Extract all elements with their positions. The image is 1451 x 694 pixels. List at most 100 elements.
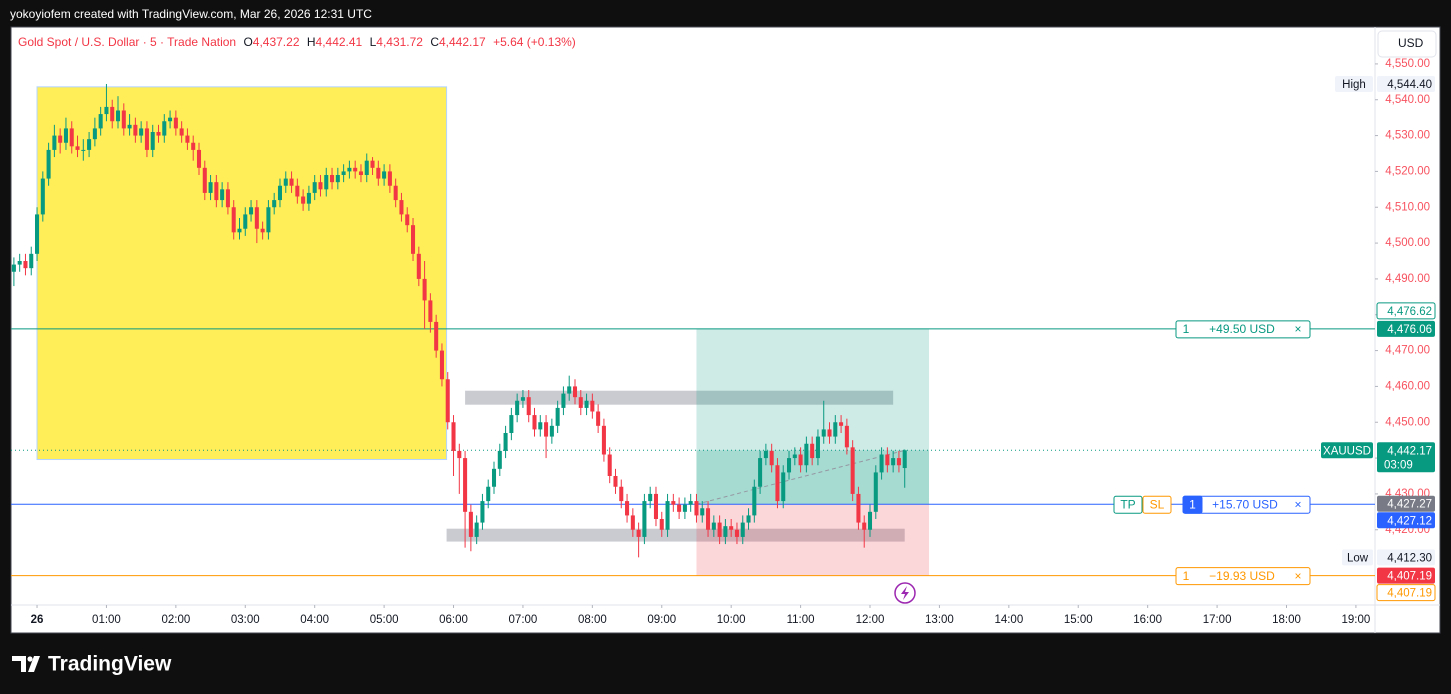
- candle-body: [642, 501, 647, 537]
- entry-close[interactable]: ×: [1294, 497, 1301, 511]
- candle-body: [318, 182, 323, 190]
- candle-body: [619, 486, 624, 502]
- y-tick-label: 4,450.00: [1385, 416, 1430, 428]
- position-progress: [696, 449, 905, 505]
- candle-body: [312, 182, 317, 193]
- legend-change: +5.64 (+0.13%): [493, 35, 576, 49]
- candle-body: [572, 386, 578, 398]
- candle-body: [445, 379, 450, 423]
- candle-body: [769, 450, 774, 466]
- candle-body: [295, 185, 300, 197]
- x-tick-label: 14:00: [994, 614, 1023, 626]
- candle-body: [723, 526, 728, 537]
- candle-body: [729, 526, 734, 530]
- currency[interactable]: USD: [1398, 36, 1424, 50]
- y-tick-label: 4,470.00: [1385, 345, 1430, 357]
- candle-body: [110, 106, 115, 122]
- candle-body: [98, 114, 103, 129]
- price-badge-label: 4,476.62: [1387, 306, 1432, 318]
- candle-body: [428, 300, 433, 322]
- price-badge-label: 4,544.40: [1387, 79, 1432, 91]
- x-tick-label: 26: [31, 614, 44, 626]
- candle-body: [885, 454, 890, 466]
- candle-body: [497, 450, 502, 469]
- candle-body: [584, 400, 589, 408]
- candle-body: [856, 493, 861, 523]
- candle-body: [29, 253, 34, 269]
- candle-body: [121, 110, 126, 129]
- candle-body: [387, 171, 392, 186]
- y-tick-label: 4,500.00: [1385, 237, 1430, 249]
- badge-name-box: [1335, 75, 1373, 92]
- sl-box: [1142, 495, 1172, 514]
- candle-body: [862, 522, 867, 530]
- candle-body: [798, 454, 803, 466]
- candle-body: [758, 458, 763, 487]
- candle-body: [306, 192, 311, 204]
- logo-text: TradingView: [48, 653, 172, 676]
- candle-body: [873, 472, 878, 512]
- candle-body: [179, 128, 184, 136]
- candle-body: [411, 225, 416, 254]
- entry-pnl: +15.70 USD: [1212, 497, 1278, 511]
- price-badge-label: 4,442.17: [1387, 445, 1432, 457]
- price-badge: [1377, 320, 1435, 337]
- candle-body: [555, 407, 560, 426]
- candle-body: [625, 501, 630, 516]
- candle-body: [804, 443, 809, 466]
- candle-body: [58, 135, 63, 143]
- x-tick-label: 10:00: [717, 614, 746, 626]
- candle-body: [283, 178, 288, 186]
- header-text: yokoyiofem created with TradingView.com,…: [10, 7, 372, 21]
- candle-body: [266, 207, 271, 233]
- entry-qty: 1: [1189, 497, 1196, 511]
- target-zone: [696, 328, 930, 505]
- x-tick-label: 07:00: [509, 614, 538, 626]
- x-tick-label: 13:00: [925, 614, 954, 626]
- candle-body: [867, 511, 873, 530]
- stop_label-close[interactable]: ×: [1294, 569, 1301, 583]
- legend-value: 4,431.72: [376, 35, 423, 49]
- currency-button[interactable]: [1377, 30, 1437, 58]
- candle-body: [289, 178, 294, 186]
- price-badge: [1377, 442, 1435, 473]
- candle-body: [272, 200, 277, 208]
- candle-body: [162, 121, 167, 136]
- candle-body: [254, 207, 259, 229]
- lightning-icon[interactable]: [894, 582, 916, 604]
- candle-body: [40, 178, 45, 215]
- candle-body: [191, 142, 196, 150]
- legend: Gold Spot / U.S. Dollar · 5 · Trade Nati…: [18, 35, 576, 49]
- candle-body: [590, 400, 595, 412]
- candle-body: [358, 171, 363, 175]
- candle-body: [341, 171, 346, 175]
- candle-body: [775, 465, 780, 502]
- candle-body: [902, 450, 907, 469]
- candle-body: [202, 167, 207, 193]
- candle-body: [601, 425, 606, 455]
- sl: SL: [1150, 497, 1165, 511]
- target_label-close[interactable]: ×: [1294, 322, 1301, 336]
- candle-body: [150, 131, 155, 150]
- profit-zone: [696, 450, 930, 505]
- candle-body: [173, 117, 178, 129]
- candle-body: [815, 436, 820, 459]
- target_label-pnl: +49.50 USD: [1209, 322, 1275, 336]
- candle-body: [92, 128, 97, 140]
- candle-body: [671, 501, 676, 505]
- candle-body: [75, 146, 80, 150]
- legend-key: L: [370, 35, 377, 49]
- candle-body: [382, 171, 387, 179]
- candle-body: [665, 501, 670, 530]
- zone: [465, 390, 894, 405]
- x-tick-label: 05:00: [370, 614, 399, 626]
- plot: 26 01:00 02:00 03:00 04:00 05:00 06:00 07:00 08:…: [11, 58, 1436, 626]
- candle-body: [46, 149, 51, 179]
- stop-zone: [696, 504, 930, 576]
- price-badge-label: 4,476.06: [1387, 324, 1432, 336]
- candle-body: [544, 422, 549, 437]
- candle-body: [648, 493, 653, 502]
- tp-box: [1113, 495, 1143, 514]
- candle-body: [734, 529, 739, 537]
